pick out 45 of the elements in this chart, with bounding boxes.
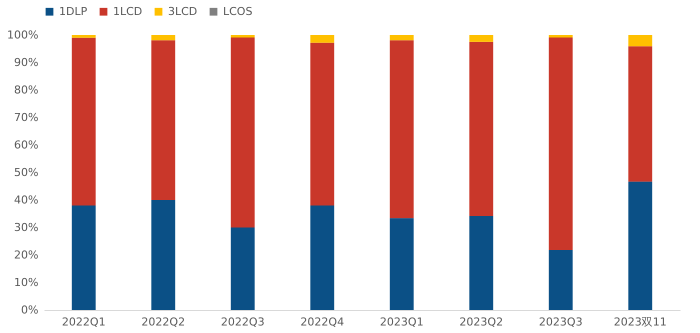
y-tick-label: 90%	[14, 56, 38, 69]
bar	[628, 35, 652, 46]
bar	[310, 42, 334, 206]
bar	[310, 206, 334, 310]
y-tick-label: 0%	[21, 304, 38, 316]
bar	[72, 35, 96, 38]
x-tick-label: 2022Q4	[300, 316, 344, 328]
bar	[390, 218, 414, 310]
bar	[390, 40, 414, 218]
bar	[151, 40, 176, 200]
bar	[390, 35, 414, 40]
bar	[230, 228, 255, 310]
x-tick-label: 2023Q3	[538, 316, 583, 328]
y-tick-label: 40%	[14, 194, 38, 206]
x-tick-label: 2022Q1	[62, 316, 106, 328]
x-tick-label: 2022Q3	[220, 316, 265, 328]
legend-label: 1LCD	[113, 4, 142, 18]
legend-label: 1DLP	[59, 4, 88, 18]
bar	[72, 38, 96, 206]
y-tick-label: 50%	[14, 166, 38, 179]
y-tick-label: 60%	[14, 138, 38, 152]
y-tick-label: 80%	[14, 84, 38, 96]
legend-label: 3LCD	[168, 4, 198, 18]
bar	[548, 37, 573, 250]
x-tick-label: 2023双11	[614, 316, 667, 328]
x-tick-label: 2023Q2	[459, 316, 504, 328]
bar	[230, 37, 255, 228]
bar	[72, 206, 96, 310]
bar	[469, 35, 494, 42]
x-tick-label: 2022Q2	[141, 316, 186, 328]
bar	[151, 35, 176, 40]
y-tick-label: 10%	[14, 276, 38, 289]
bar	[469, 42, 494, 216]
x-tick-label: 2023Q1	[380, 316, 424, 328]
bar	[628, 182, 652, 310]
y-tick-label: 70%	[14, 111, 38, 124]
y-tick-label: 100%	[7, 28, 38, 42]
bar	[310, 35, 334, 43]
bar	[151, 200, 176, 310]
bar	[548, 250, 573, 310]
y-tick-label: 20%	[14, 248, 38, 262]
y-tick-label: 30%	[14, 221, 38, 234]
bar	[628, 46, 652, 182]
bar	[469, 216, 494, 310]
legend-label: LCOS	[223, 4, 252, 18]
